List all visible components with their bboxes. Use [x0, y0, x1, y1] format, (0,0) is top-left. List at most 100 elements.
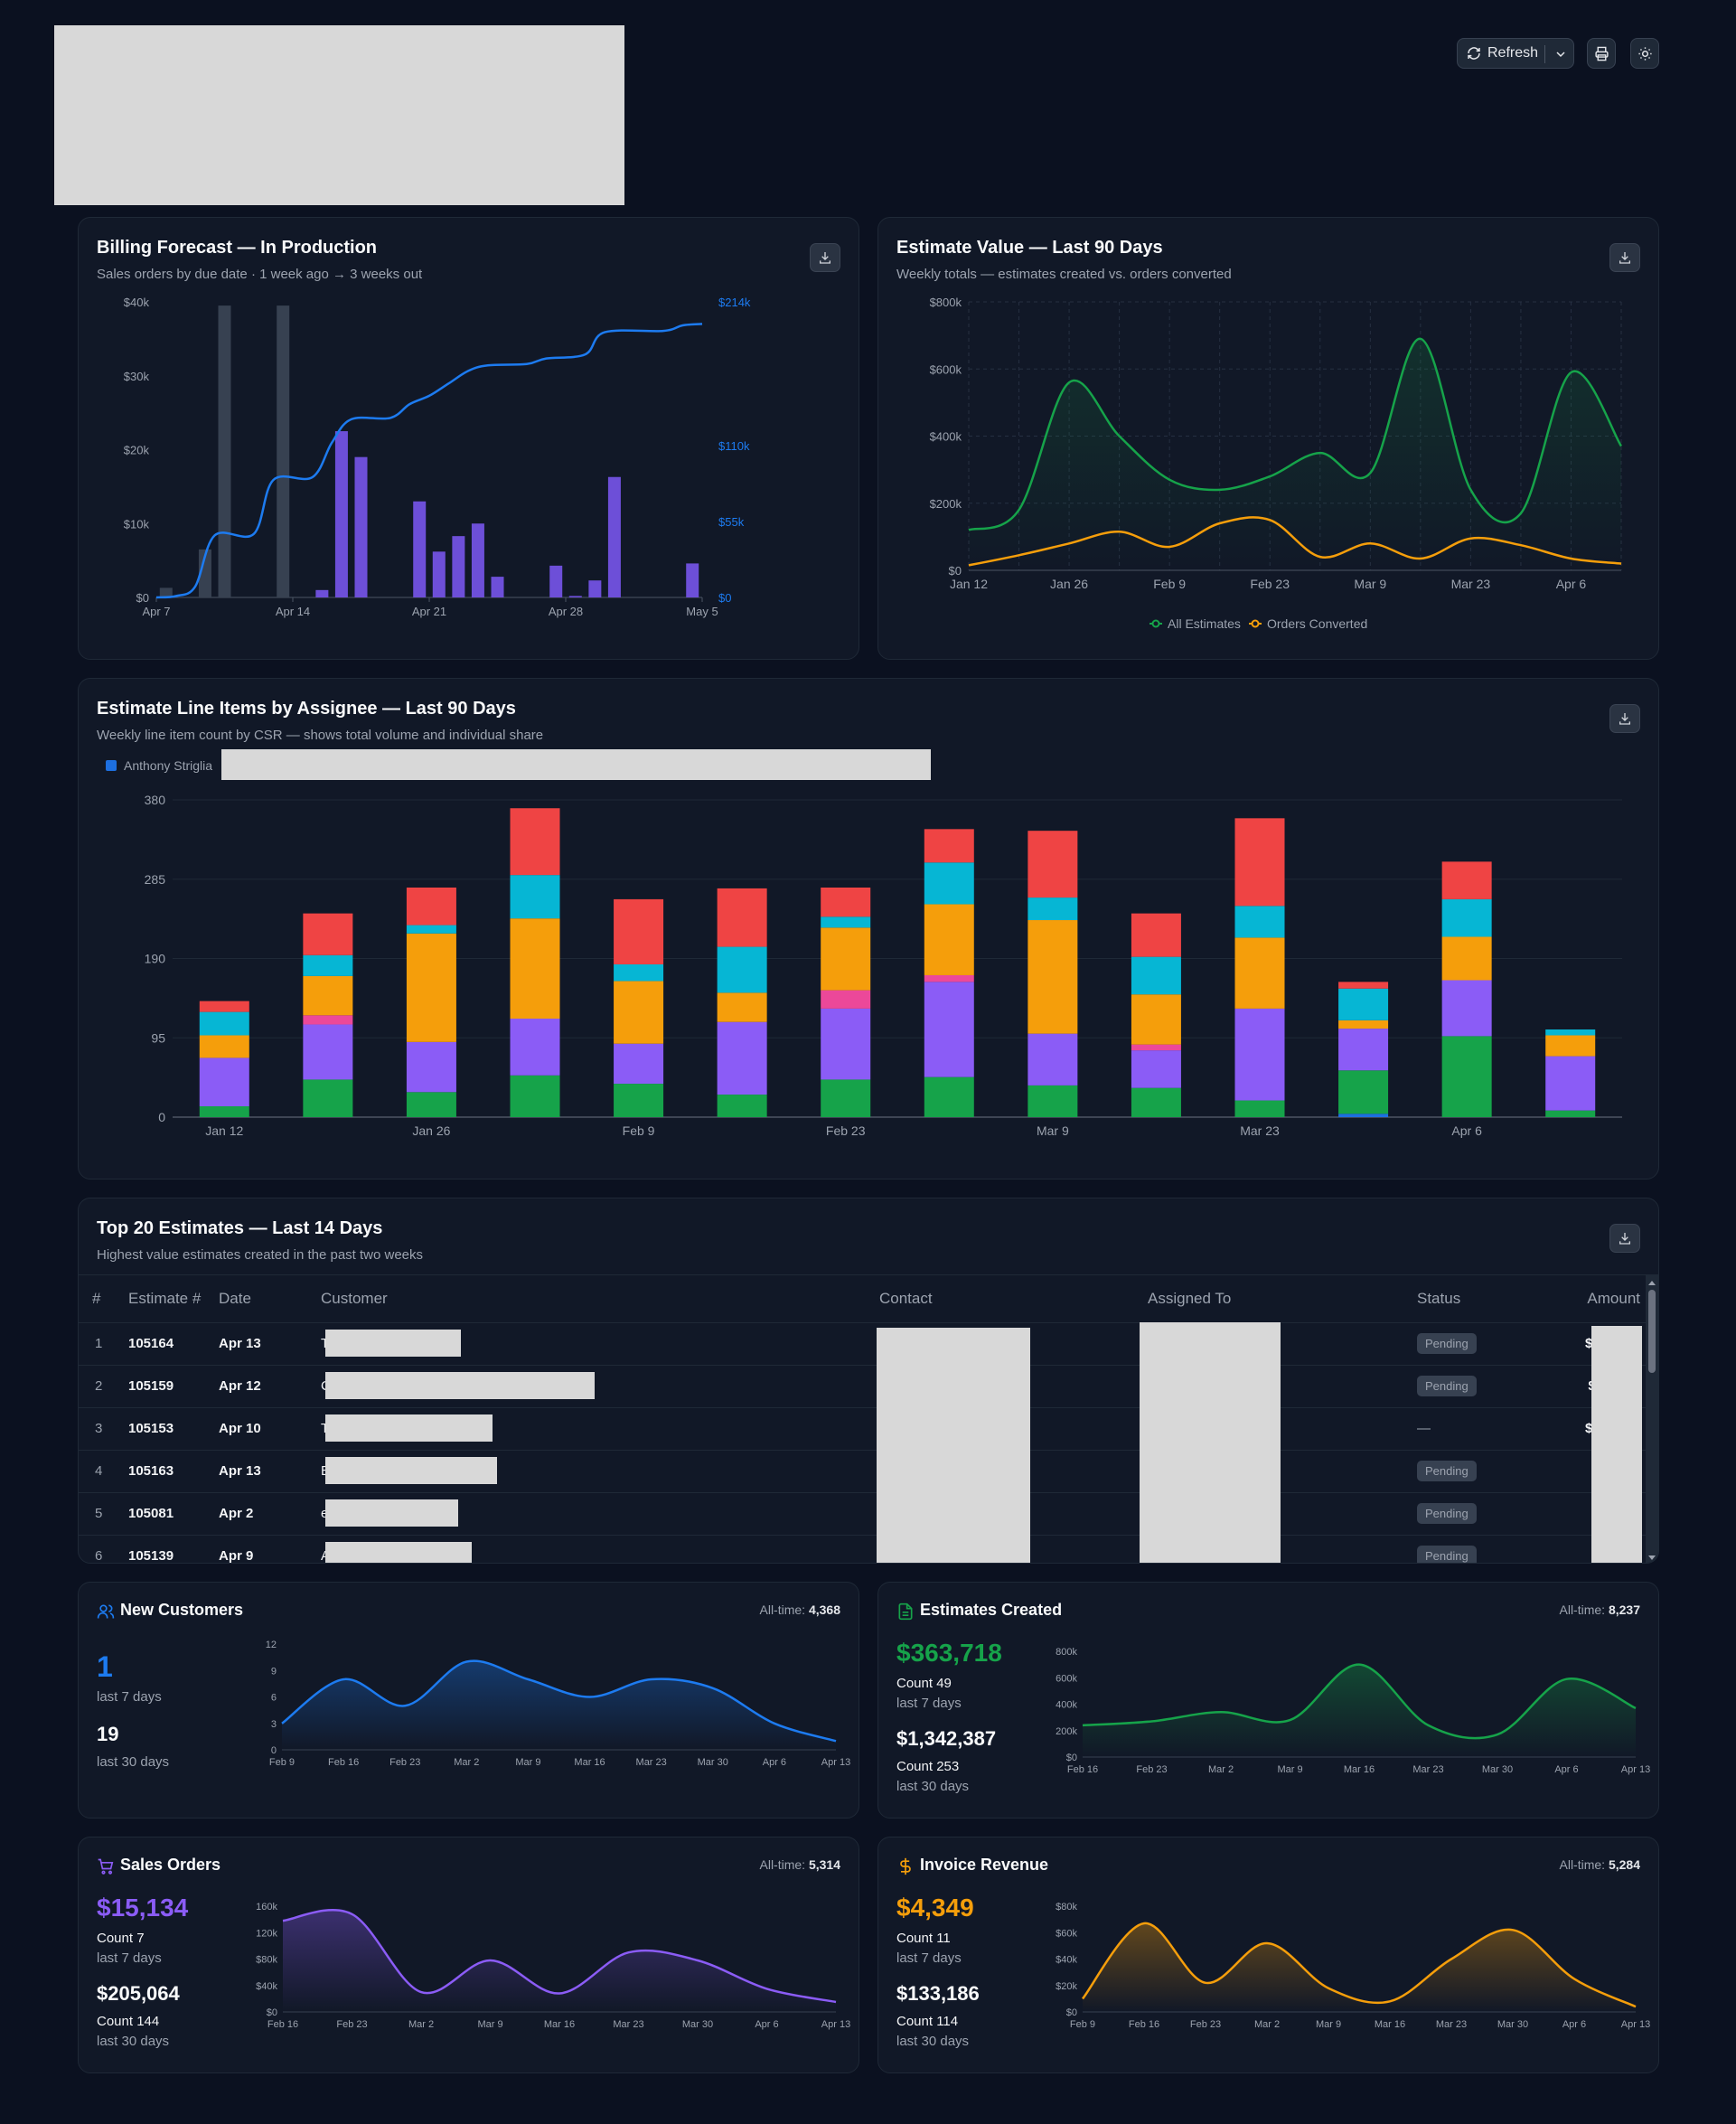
area-fill: [1083, 1664, 1636, 1757]
status-badge: Pending: [1417, 1376, 1477, 1396]
stacked-bar-segment: [1131, 913, 1181, 957]
print-button[interactable]: [1587, 38, 1616, 69]
scroll-down-icon[interactable]: [1646, 1553, 1658, 1564]
customer-cell: e: [321, 1492, 879, 1536]
stacked-bar-segment: [614, 1084, 664, 1117]
y-tick-label: 600k: [1056, 1673, 1077, 1684]
cart-icon: [98, 1858, 114, 1875]
x-tick-label: Apr 6: [763, 1757, 786, 1768]
stacked-bar-segment: [510, 875, 560, 919]
x-tick-label: Mar 9: [477, 2019, 502, 2030]
x-tick-label: Feb 23: [1190, 2019, 1221, 2030]
scrollbar-thumb[interactable]: [1648, 1290, 1656, 1373]
stacked-bar-segment: [510, 918, 560, 1020]
column-header[interactable]: Assigned To: [1148, 1275, 1417, 1323]
y-tick-label: $60k: [1056, 1928, 1077, 1939]
stacked-bar-segment: [614, 981, 664, 1044]
row-number: 5: [79, 1492, 128, 1536]
area-fill: [283, 1910, 836, 2012]
theme-toggle-button[interactable]: [1630, 38, 1659, 69]
stacked-bar-segment: [1338, 982, 1389, 989]
legend-item[interactable]: Anthony Striglia: [106, 758, 212, 773]
scroll-up-icon[interactable]: [1646, 1277, 1658, 1288]
stacked-bar-segment: [303, 954, 353, 976]
y-tick-label: $30k: [124, 370, 150, 383]
x-tick-label: Mar 30: [682, 2019, 713, 2030]
stacked-bar-segment: [1441, 861, 1492, 899]
refresh-button[interactable]: Refresh: [1457, 38, 1574, 69]
y-tick-label: 0: [271, 1745, 277, 1756]
estimate-number[interactable]: 105139: [128, 1535, 219, 1563]
stacked-bar-segment: [1028, 920, 1078, 1034]
stacked-bar-segment: [303, 1079, 353, 1117]
primary-count: Count 7: [97, 1931, 145, 1946]
row-number: 3: [79, 1407, 128, 1451]
stacked-bar-segment: [717, 1095, 767, 1117]
column-header[interactable]: #: [79, 1275, 128, 1323]
download-button[interactable]: [1609, 243, 1640, 272]
estimate-date: Apr 2: [219, 1492, 321, 1536]
area-line: [281, 1659, 837, 1743]
estimate-number[interactable]: 105163: [128, 1450, 219, 1493]
x-tick-label: Feb 23: [826, 1123, 866, 1138]
chevron-down-icon[interactable]: [1553, 47, 1568, 61]
bar: [491, 577, 504, 597]
customer-redacted: [325, 1456, 497, 1484]
column-header[interactable]: Status: [1417, 1275, 1553, 1323]
estimate-number[interactable]: 105153: [128, 1407, 219, 1451]
y-tick-label: $0: [1066, 2007, 1077, 2018]
x-tick-label: Feb 9: [1070, 2019, 1095, 2030]
stacked-bar-segment: [1441, 980, 1492, 1037]
estimate-value-title: Estimate Value — Last 90 Days: [896, 238, 1163, 258]
y-tick-label: 6: [271, 1693, 277, 1704]
download-button[interactable]: [1609, 1224, 1640, 1253]
line-items-title: Estimate Line Items by Assignee — Last 9…: [97, 699, 516, 719]
status-empty: —: [1417, 1421, 1431, 1436]
scrollbar[interactable]: [1646, 1275, 1658, 1564]
column-header[interactable]: Contact: [879, 1275, 1148, 1323]
x-tick-label: Feb 23: [336, 2019, 367, 2030]
printer-icon: [1594, 46, 1609, 61]
all-time-stat: All-time: 5,284: [1560, 1857, 1641, 1872]
stacked-bar-segment: [199, 1105, 249, 1117]
stacked-bar-segment: [510, 808, 560, 876]
x-tick-label: Mar 23: [636, 1757, 667, 1768]
y-tick-label: $400k: [930, 430, 962, 444]
customer-cell: A: [321, 1535, 879, 1563]
stacked-bar-segment: [717, 1021, 767, 1095]
column-header[interactable]: Amount: [1553, 1275, 1651, 1323]
estimate-number[interactable]: 105164: [128, 1322, 219, 1366]
column-header[interactable]: Date: [219, 1275, 321, 1323]
estimate-date: Apr 9: [219, 1535, 321, 1563]
download-icon: [1619, 252, 1630, 264]
estimate-number[interactable]: 105081: [128, 1492, 219, 1536]
customer-redacted: [325, 1499, 458, 1527]
all-time-stat: All-time: 4,368: [760, 1602, 841, 1617]
x-tick-label: Apr 7: [142, 605, 170, 618]
download-button[interactable]: [1609, 704, 1640, 733]
column-header[interactable]: Customer: [321, 1275, 879, 1323]
column-header[interactable]: Estimate #: [128, 1275, 219, 1323]
customer-cell: T: [321, 1322, 879, 1366]
x-tick-label: Mar 30: [698, 1757, 728, 1768]
x-tick-label: Apr 13: [1621, 1764, 1650, 1775]
customer-name: T: [321, 1421, 329, 1436]
customer-redacted: [325, 1329, 461, 1357]
download-button[interactable]: [810, 243, 840, 272]
bar: [549, 565, 563, 597]
x-tick-label: Mar 2: [1208, 1764, 1234, 1775]
x-tick-label: Mar 16: [1344, 1764, 1375, 1775]
download-icon: [1619, 1233, 1630, 1245]
x-tick-label: Feb 16: [328, 1757, 359, 1768]
table-container[interactable]: # Estimate # Date Customer Contact Assig…: [79, 1274, 1658, 1564]
stacked-bar-segment: [1234, 1008, 1285, 1101]
x-tick-label: Feb 9: [269, 1757, 295, 1768]
stacked-bar-segment: [303, 1015, 353, 1025]
estimate-number[interactable]: 105159: [128, 1365, 219, 1408]
